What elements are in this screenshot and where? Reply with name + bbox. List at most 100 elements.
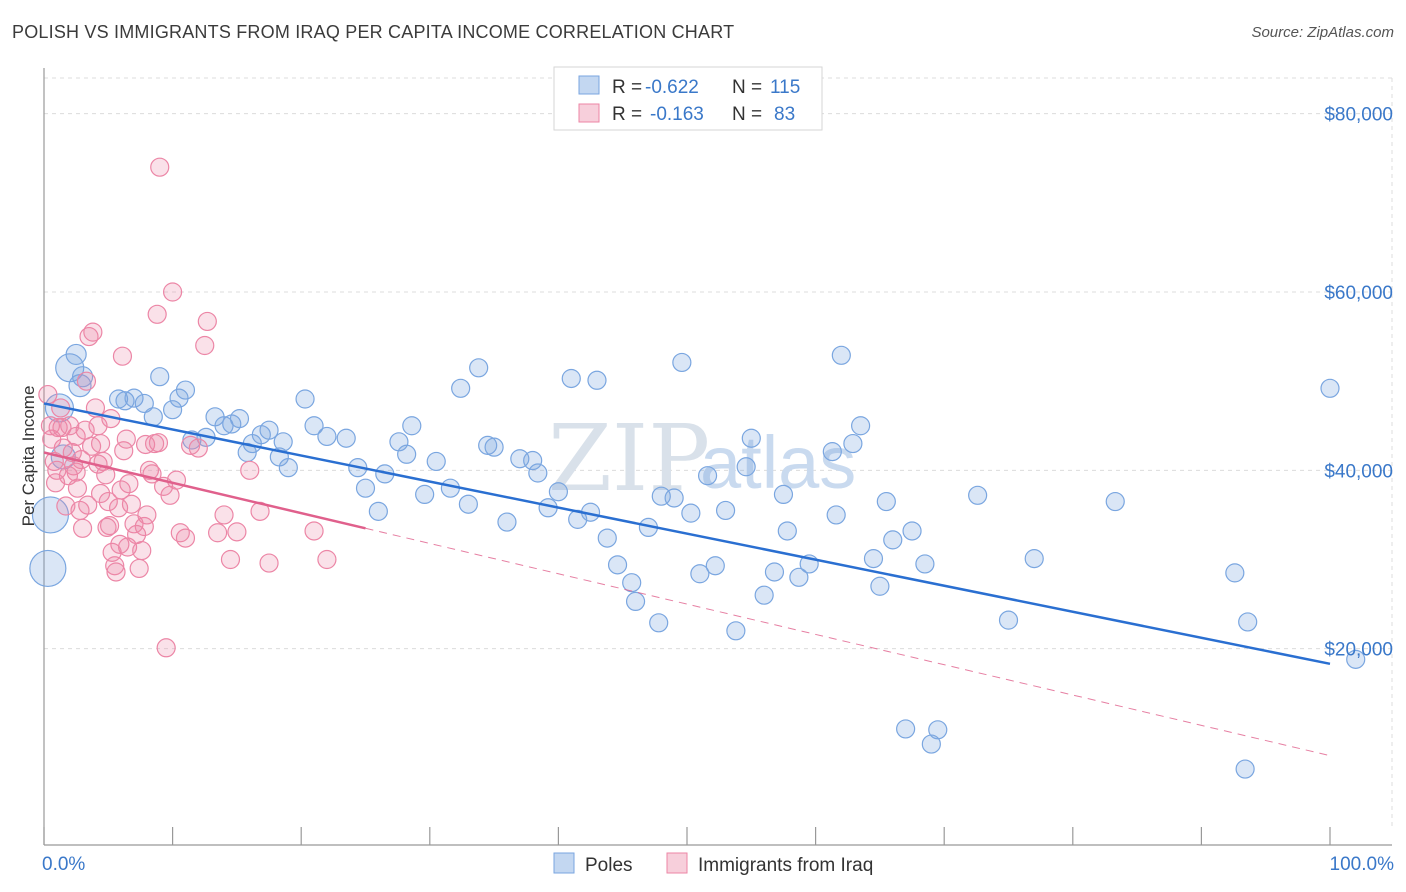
- poles-point-32: [317, 426, 337, 447]
- poles-point-98: [1024, 549, 1044, 569]
- iraq-point-55: [188, 438, 208, 458]
- poles-point-79: [777, 521, 797, 541]
- poles-point-39: [397, 444, 417, 464]
- poles-point-72: [715, 500, 736, 521]
- poles-point-14: [163, 400, 183, 420]
- iraq-point-76: [45, 473, 66, 493]
- poles-point-13: [150, 367, 170, 387]
- trend-lines: [43, 402, 1331, 757]
- legend-n-value-iraq: 83: [774, 104, 795, 125]
- watermark-zip: ZIP: [548, 405, 710, 512]
- poles-point-92: [902, 521, 922, 541]
- poles-point-83: [826, 505, 846, 525]
- iraq-point-29: [106, 562, 126, 582]
- iraq-point-65: [304, 521, 324, 541]
- legend-r-label-iraq: R =: [612, 104, 642, 125]
- poles-point-55: [561, 368, 581, 389]
- poles-point-59: [597, 528, 617, 548]
- legend-r-value-poles: -0.622: [645, 77, 699, 98]
- x-tick-label-min: 0.0%: [42, 854, 85, 875]
- poles-point-103: [1320, 378, 1340, 398]
- poles-point-89: [876, 491, 896, 512]
- iraq-point-58: [208, 523, 228, 543]
- poles-point-85: [843, 433, 863, 454]
- poles-point-8: [108, 389, 129, 409]
- series-legend-swatch-iraq: [666, 852, 688, 874]
- poles-point-66: [664, 488, 684, 508]
- iraq-point-61: [227, 522, 247, 542]
- axes: [43, 68, 1392, 846]
- poles-point-88: [870, 576, 890, 596]
- poles-point-97: [998, 610, 1019, 630]
- iraq-point-57: [197, 311, 217, 332]
- iraq-point-53: [175, 528, 196, 548]
- poles-point-82: [822, 442, 842, 462]
- iraq-point-33: [116, 429, 136, 449]
- poles-point-11: [134, 393, 154, 414]
- legend-swatch-poles: [578, 75, 600, 95]
- iraq-point-59: [214, 505, 234, 525]
- iraq-point-39: [132, 540, 152, 561]
- iraq-point-68: [81, 436, 102, 456]
- poles-point-102: [1238, 612, 1258, 632]
- poles-point-70: [697, 466, 718, 486]
- trend-line-poles: [43, 402, 1331, 666]
- iraq-point-78: [112, 346, 133, 366]
- poles-point-86: [851, 416, 871, 436]
- iraq-point-31: [111, 480, 131, 500]
- y-tick-label-2: $60,000: [1324, 283, 1393, 304]
- iraq-point-56: [195, 335, 215, 356]
- poles-point-44: [451, 378, 471, 398]
- poles-point-68: [681, 503, 701, 523]
- iraq-point-32: [114, 441, 134, 461]
- poles-point-67: [672, 352, 692, 373]
- poles-point-74: [736, 457, 756, 477]
- poles-point-73: [726, 621, 746, 641]
- poles-point-69: [690, 564, 710, 584]
- iraq-point-54: [181, 435, 201, 455]
- poles-point-60: [607, 555, 628, 575]
- poles-point-31: [304, 416, 324, 436]
- iraq-point-69: [90, 483, 111, 504]
- poles-point-84: [831, 345, 851, 365]
- poles-point-95: [928, 720, 948, 740]
- iraq-point-41: [137, 505, 157, 525]
- poles-point-48: [484, 437, 504, 457]
- series-iraq-points: [38, 157, 337, 658]
- poles-point-35: [355, 478, 376, 498]
- y-tick-labels: $20,000 $40,000 $60,000 $80,000: [1324, 105, 1393, 661]
- iraq-point-9: [60, 416, 80, 436]
- series-legend-swatch-poles: [553, 852, 575, 874]
- legend-n-label-poles: N =: [732, 77, 762, 98]
- poles-point-49: [497, 512, 517, 532]
- iraq-point-46: [150, 157, 170, 177]
- poles-point-61: [622, 573, 642, 593]
- iraq-point-72: [117, 537, 138, 557]
- poles-point-10: [124, 388, 144, 408]
- iraq-point-19: [83, 322, 103, 342]
- iraq-point-81: [148, 433, 169, 453]
- poles-point-75: [741, 428, 761, 448]
- poles-point-90: [883, 530, 903, 550]
- iraq-point-64: [259, 553, 279, 573]
- poles-point-94: [921, 734, 941, 754]
- poles-point-51: [523, 450, 543, 471]
- iraq-point-77: [78, 495, 98, 515]
- iraq-point-35: [121, 494, 142, 514]
- series-legend-label-poles: Poles: [585, 855, 633, 876]
- legend-swatch-iraq: [578, 103, 600, 123]
- iraq-point-25: [98, 491, 118, 512]
- iraq-point-15: [72, 518, 93, 538]
- poles-point-36: [368, 501, 388, 521]
- legend-n-label-iraq: N =: [732, 104, 762, 125]
- poles-point-101: [1235, 759, 1255, 779]
- poles-point-62: [625, 591, 646, 612]
- iraq-point-75: [52, 417, 72, 438]
- iraq-point-17: [76, 371, 97, 391]
- watermark-atlas: atlas: [700, 421, 856, 504]
- iraq-point-45: [147, 304, 167, 324]
- iraq-point-34: [119, 474, 139, 494]
- iraq-point-70: [97, 517, 117, 538]
- trend-line-iraq: [43, 451, 366, 530]
